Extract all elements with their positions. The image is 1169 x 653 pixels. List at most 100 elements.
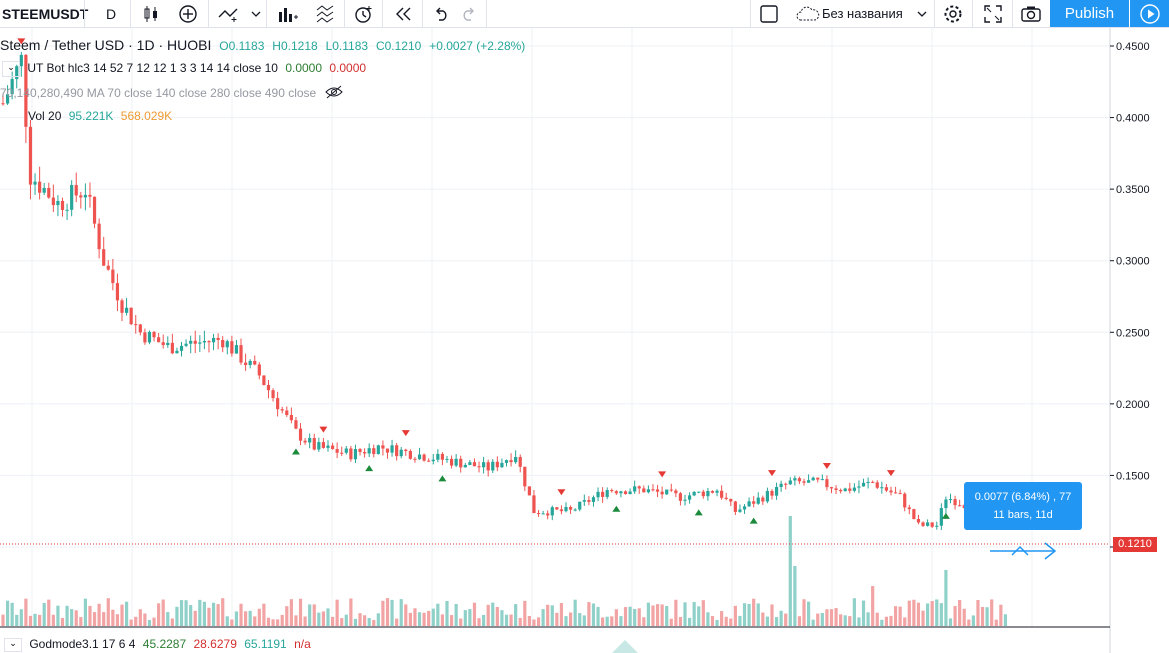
publish-button[interactable]: Publish [1050, 0, 1129, 27]
interval-button[interactable]: D [105, 5, 117, 22]
redo-icon[interactable] [456, 0, 482, 27]
indicators-icon[interactable] [274, 0, 302, 27]
candle-body [742, 506, 747, 510]
camera-icon[interactable] [1018, 0, 1044, 27]
candle-body [857, 486, 861, 488]
candle-body [1, 103, 5, 105]
volume-bar [834, 608, 838, 626]
volume-bar [527, 615, 531, 626]
candlestick-series [1, 51, 1008, 531]
layout-name[interactable]: Без названия [822, 6, 903, 21]
ma-name[interactable]: 70,140,280,490 MA 70 close 140 close 280… [0, 85, 317, 100]
toolbar-divider [934, 0, 935, 27]
collapse-chevron-icon[interactable]: ⌄ [4, 637, 22, 652]
settings-icon[interactable] [940, 0, 966, 27]
candle-body [568, 507, 573, 510]
cloud-icon[interactable] [794, 0, 822, 27]
alert-icon[interactable] [350, 0, 378, 27]
candle-body [651, 489, 655, 491]
volume-bar [875, 612, 879, 626]
volume-bar [756, 603, 760, 626]
volume-bar [234, 611, 239, 626]
toolbar-divider [1012, 0, 1013, 27]
candle-body [157, 337, 161, 343]
volume-bar [930, 600, 934, 626]
price-tick-label: 0.3500 [1116, 184, 1150, 196]
candle-body [834, 488, 838, 490]
compare-icon[interactable] [214, 0, 244, 27]
play-icon[interactable] [1130, 0, 1169, 27]
candle-body [527, 486, 531, 496]
volume-bar [120, 604, 124, 626]
volume-bar [161, 599, 165, 626]
volume-bar [564, 616, 568, 626]
candle-body [701, 491, 705, 497]
toolbar-divider [422, 0, 423, 27]
candle-body [939, 508, 943, 526]
volume-bar [857, 617, 861, 626]
volume-bar [294, 615, 298, 626]
add-indicator-icon[interactable] [175, 0, 201, 27]
candle-body [381, 445, 385, 449]
volume-bar [134, 616, 138, 626]
candle-body [605, 490, 609, 497]
candle-body [166, 342, 170, 346]
candle-body [454, 458, 458, 466]
volume-bar [655, 604, 660, 626]
volume-bar [198, 599, 202, 626]
candle-body [468, 462, 472, 465]
godmode-name[interactable]: Godmode3.1 17 6 4 [29, 637, 136, 651]
candle-body [948, 499, 953, 501]
volume-bar [591, 603, 596, 626]
volume-bar [440, 614, 445, 626]
candle-body [211, 337, 216, 343]
candle-body [289, 415, 293, 421]
high-value: H0.1218 [272, 39, 318, 53]
volume-bar [298, 598, 303, 626]
layout-icon[interactable] [756, 0, 782, 27]
chevron-down-icon[interactable] [248, 0, 264, 27]
volume-bar [646, 602, 650, 626]
fullscreen-icon[interactable] [980, 0, 1006, 27]
candle-body [935, 525, 939, 527]
volume-bar [619, 616, 623, 626]
volume-bar [596, 606, 600, 626]
volume-bar [742, 603, 747, 626]
volume-bar [829, 609, 834, 626]
volume-bar [230, 619, 234, 626]
candle-body [953, 499, 957, 506]
price-chart[interactable]: 0.4500 0.4000 0.3500 0.3000 0.2500 0.2000 0.15… [0, 28, 1169, 653]
toolbar-divider [266, 0, 267, 27]
buy-signal-marker [941, 512, 950, 519]
price-axis: 0.4500 0.4000 0.3500 0.3000 0.2500 0.2000 0.15… [1110, 41, 1150, 554]
candle-body [559, 509, 564, 512]
volume-bar [861, 600, 866, 626]
volume-bar [47, 599, 51, 626]
collapse-chevron-icon[interactable]: ⌄ [2, 61, 20, 77]
ut-bot-name[interactable]: UT Bot hlc3 14 52 7 12 12 1 3 3 14 14 cl… [27, 61, 278, 76]
volume-bar [124, 601, 129, 626]
replay-icon[interactable] [390, 0, 418, 27]
volume-bar [550, 605, 554, 626]
volume-name[interactable]: Vol 20 [28, 109, 62, 123]
volume-bar [330, 616, 335, 626]
volume-bar [546, 604, 550, 626]
undo-icon[interactable] [428, 0, 454, 27]
candle-body [738, 509, 742, 512]
symbol-search-button[interactable]: STEEMUSDT [2, 5, 89, 22]
candle-body [578, 501, 582, 510]
templates-icon[interactable] [312, 0, 340, 27]
candle-body [532, 495, 536, 514]
volume-bar [623, 607, 628, 626]
volume-bar [399, 599, 403, 626]
volume-bar [445, 600, 449, 626]
candle-body [697, 491, 701, 493]
candle-body [253, 360, 257, 365]
candle-body [266, 384, 271, 391]
chevron-down-icon[interactable] [914, 0, 930, 27]
volume-bar [280, 614, 284, 626]
candles-icon[interactable] [138, 0, 164, 27]
candle-body [184, 343, 188, 346]
eye-off-icon[interactable] [324, 85, 344, 102]
volume-bar [765, 616, 770, 626]
